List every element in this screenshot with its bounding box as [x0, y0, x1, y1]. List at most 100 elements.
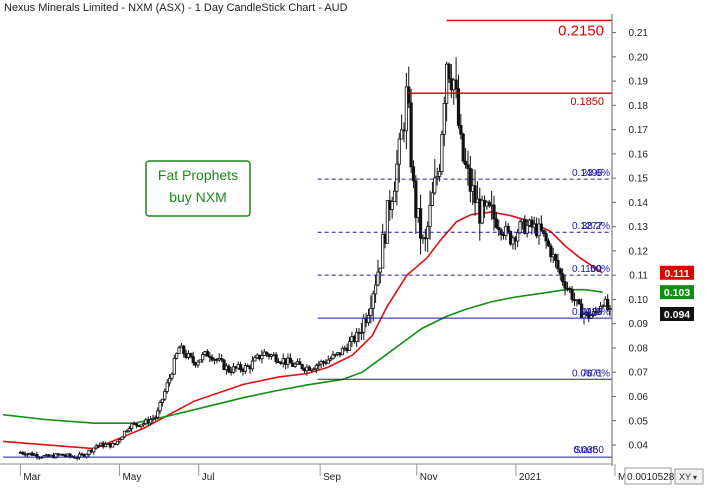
- price-tag-label: 0.094: [664, 309, 690, 321]
- y-tick-label: 0.12: [629, 246, 649, 257]
- y-tick-label: 0.14: [629, 198, 649, 209]
- candle-body: [130, 423, 134, 429]
- candle-body: [546, 240, 551, 247]
- price-tag: [660, 285, 694, 300]
- annotation-line2: buy NXM: [169, 189, 227, 205]
- candle-body: [205, 351, 210, 357]
- candle-body: [556, 260, 560, 270]
- candle-body: [497, 227, 501, 231]
- candle-body: [461, 133, 465, 162]
- candle-body: [577, 299, 581, 305]
- candle-body: [175, 353, 179, 359]
- candle-body: [92, 447, 96, 453]
- fib-percent-label: 61.8%: [582, 307, 610, 318]
- candle-body: [516, 232, 520, 242]
- candle-body: [274, 354, 278, 363]
- price-tag-label: 0.103: [664, 287, 690, 299]
- candle-body: [414, 180, 418, 218]
- y-tick-label: 0.17: [629, 125, 649, 136]
- candle-body: [182, 345, 186, 355]
- candle-body: [468, 168, 472, 192]
- candle-body: [359, 331, 363, 334]
- candle-body: [518, 221, 522, 234]
- candle-body: [120, 436, 124, 440]
- candle-body: [601, 305, 605, 308]
- xy-button[interactable]: XY ▾: [674, 468, 704, 485]
- candle-body: [369, 307, 373, 316]
- candle-body: [231, 366, 236, 373]
- candle-body: [111, 443, 115, 448]
- candle-body: [400, 129, 404, 140]
- candle-body: [381, 233, 385, 269]
- y-tick-label: 0.20: [629, 52, 649, 63]
- candle-body: [243, 365, 247, 372]
- x-tick-label: May: [122, 472, 141, 483]
- candle-body: [459, 124, 463, 135]
- candle-body: [435, 176, 439, 179]
- candle-body: [525, 225, 529, 234]
- candle-body: [153, 416, 157, 419]
- candle-body: [411, 166, 416, 182]
- candle-body: [409, 102, 413, 168]
- candle-body: [328, 358, 333, 361]
- candle-body: [544, 233, 548, 242]
- price-axis: 0.04 0.05 0.06 0.07 0.08 0.09 0.10 0.11 0.12 0.13…: [611, 14, 649, 466]
- candle-body: [454, 79, 458, 90]
- candle-body: [314, 364, 318, 370]
- fib-value-label: 0.0671: [572, 368, 603, 379]
- y-tick-label: 0.05: [629, 416, 649, 427]
- candle-body: [561, 273, 565, 283]
- annotation-line1: Fat Prophets: [158, 167, 238, 183]
- candle-body: [94, 445, 98, 449]
- candle-body: [366, 314, 371, 324]
- price-tag: [660, 265, 694, 280]
- candle-body: [355, 331, 359, 342]
- y-tick-label: 0.06: [629, 392, 649, 403]
- candle-body: [104, 443, 108, 448]
- candle-body: [473, 185, 477, 204]
- candle-body: [134, 423, 138, 426]
- candle-body: [480, 199, 484, 224]
- moving-average-line-1: [2, 211, 604, 450]
- candle-body: [307, 366, 311, 371]
- y-tick-label: 0.21: [629, 28, 649, 39]
- candle-body: [96, 444, 101, 447]
- candle-body: [395, 163, 399, 192]
- candle-body: [442, 102, 446, 135]
- candle-body: [265, 351, 269, 355]
- candle-body: [148, 419, 153, 424]
- candle-body: [553, 253, 558, 261]
- candle-body: [300, 364, 304, 370]
- candle-body: [298, 361, 302, 365]
- x-tick-label: Nov: [420, 472, 438, 483]
- candle-body: [487, 201, 491, 207]
- candle-body: [494, 218, 498, 228]
- price-tag: [660, 307, 694, 321]
- candle-body: [428, 204, 432, 227]
- candle-body: [568, 287, 572, 290]
- candle-body: [563, 281, 567, 289]
- candle-body: [21, 451, 25, 455]
- candle-body: [570, 289, 574, 301]
- fib-value-label: 0.1277: [572, 221, 603, 232]
- candle-body: [321, 361, 326, 363]
- candle-body: [539, 223, 543, 231]
- level-label: 0.1850: [570, 96, 604, 108]
- y-tick-label: 0.07: [629, 368, 649, 379]
- candle-body: [376, 271, 380, 286]
- candle-body: [208, 355, 212, 358]
- candle-body: [170, 373, 174, 379]
- candle-body: [385, 200, 390, 244]
- fib-value-label: 0.1100: [572, 264, 602, 275]
- y-tick-label: 0.16: [629, 149, 649, 160]
- fib-percent-label: 78.6%: [582, 368, 610, 379]
- y-tick-label: 0.09: [629, 319, 649, 330]
- candle-body: [404, 86, 408, 132]
- candle-body: [378, 267, 382, 273]
- candle-body: [596, 310, 600, 313]
- fib-percent-label: 50%: [590, 264, 610, 275]
- y-tick-label: 0.18: [629, 101, 649, 112]
- candle-body: [68, 453, 72, 457]
- candle-body: [151, 417, 155, 420]
